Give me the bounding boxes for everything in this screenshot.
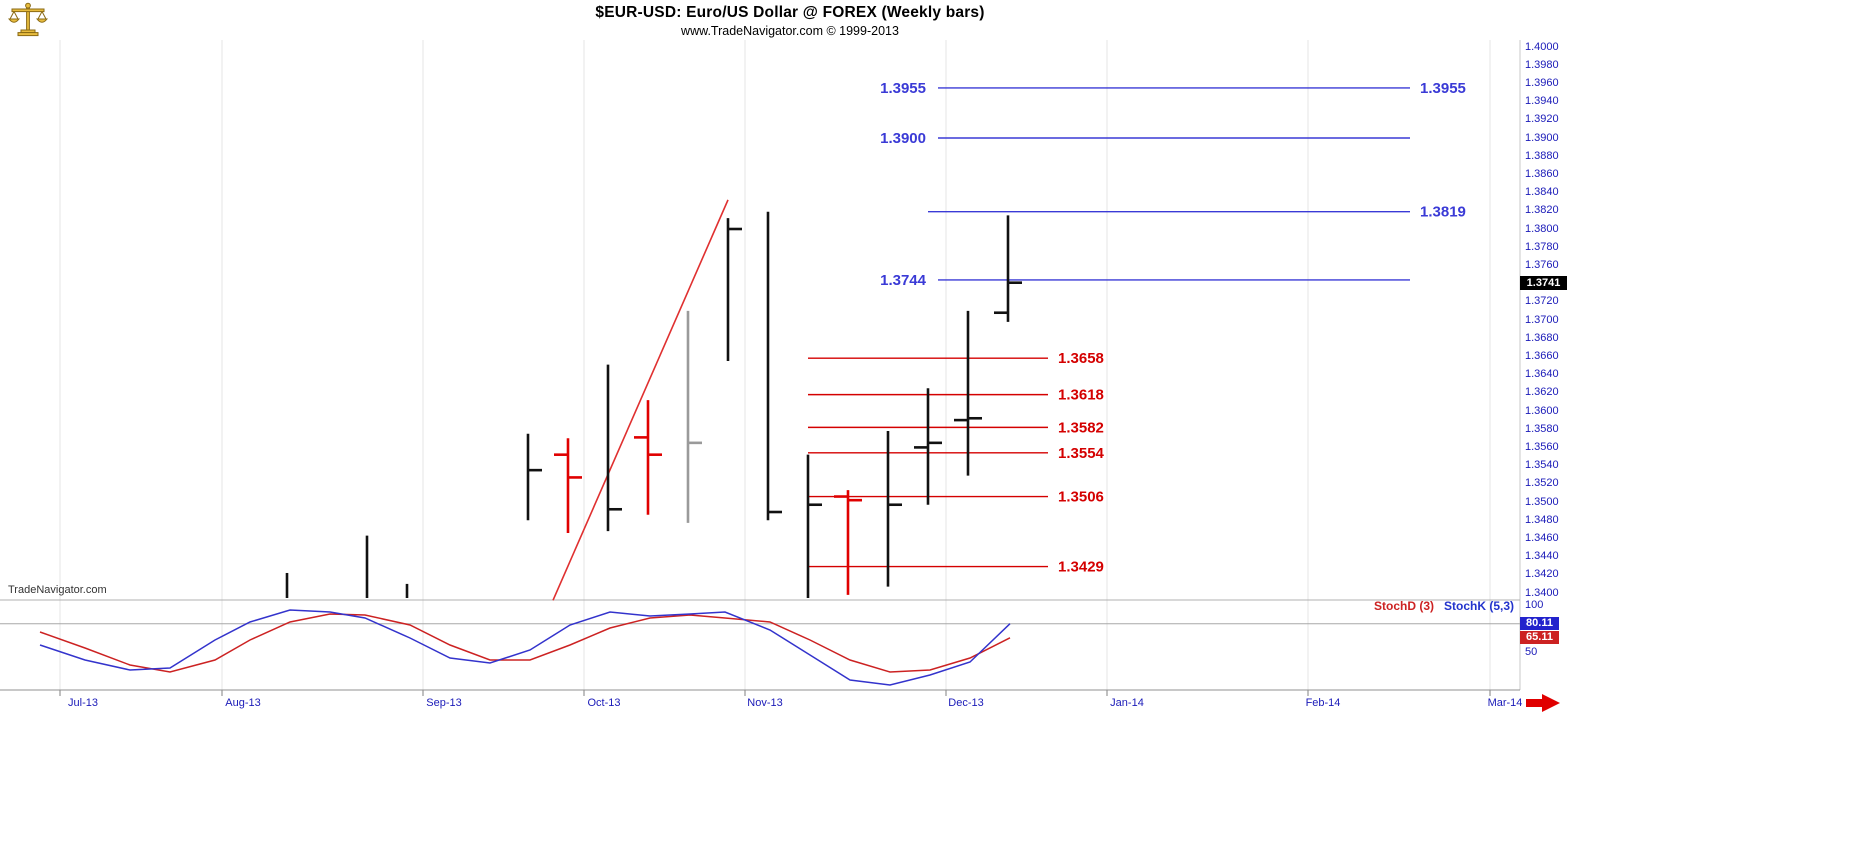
price-axis-label: 1.3920 [1525,113,1559,126]
scroll-right-arrow-icon[interactable] [1526,694,1560,712]
month-label: Jul-13 [68,697,98,709]
price-axis-label: 1.3820 [1525,204,1559,217]
price-axis-label: 1.3940 [1525,95,1559,108]
price-axis-label: 1.3960 [1525,76,1559,89]
stoch-k-line [39,609,1011,686]
stoch-d-value-badge: 65.11 [1520,631,1559,645]
price-axis-label: 1.3720 [1525,295,1559,308]
price-axis-label: 1.3400 [1525,586,1559,599]
price-axis-label: 1.3760 [1525,258,1559,271]
price-axis-label: 1.3980 [1525,58,1559,71]
stoch-axis-50: 50 [1525,645,1538,658]
price-axis: 1.4000 1.3980 1.3960 1.3940 1.3920 1.3900 1.38… [1520,0,1590,854]
stoch-legend: StochD (3) StochK (5,3) [1200,599,1514,613]
price-axis-label: 1.3700 [1525,313,1559,326]
price-axis-label: 1.4000 [1525,40,1559,53]
support-line-label: 1.3506 [1058,489,1104,506]
price-axis-label: 1.3540 [1525,459,1559,472]
resistance-line-label: 1.3744 [880,272,927,289]
resistance-line-label: 1.3900 [880,130,926,147]
resistance-line-label: 1.3819 [1420,204,1466,221]
stoch-d-legend[interactable]: StochD (3) [1373,599,1434,613]
stoch-d-line [39,613,1011,673]
price-axis-label: 1.3800 [1525,222,1559,235]
watermark: TradeNavigator.com [8,584,107,596]
stoch-k-legend[interactable]: StochK (5,3) [1443,599,1514,613]
trend-line[interactable] [552,199,729,601]
month-label: Oct-13 [587,697,621,709]
stoch-axis-100: 100 [1525,598,1544,611]
month-label: Feb-14 [1305,697,1341,709]
price-axis-label: 1.3860 [1525,167,1559,180]
price-axis-label: 1.3500 [1525,495,1559,508]
price-axis-label: 1.3520 [1525,477,1559,490]
price-axis-label: 1.3680 [1525,331,1559,344]
price-axis-label: 1.3460 [1525,531,1559,544]
trade-navigator-logo-icon [8,2,48,37]
price-axis-label: 1.3580 [1525,422,1559,435]
month-label: Dec-13 [948,697,984,709]
month-label: Sep-13 [426,697,462,709]
price-bars [285,211,1022,598]
support-line-label: 1.3618 [1058,387,1104,404]
price-axis-label: 1.3420 [1525,568,1559,581]
support-line-label: 1.3429 [1058,559,1104,576]
month-label: Jan-14 [1110,697,1144,709]
support-line-label: 1.3554 [1058,445,1105,462]
month-label: Mar-14 [1487,697,1523,709]
month-label: Nov-13 [747,697,783,709]
price-axis-label: 1.3780 [1525,240,1559,253]
price-axis-label: 1.3600 [1525,404,1559,417]
price-axis-label: 1.3840 [1525,186,1559,199]
resistance-line-label: 1.3955 [1420,80,1466,97]
price-axis-label: 1.3880 [1525,149,1559,162]
current-price-badge: 1.3741 [1520,275,1567,290]
price-axis-label: 1.3620 [1525,386,1559,399]
month-label: Aug-13 [225,697,261,709]
price-axis-label: 1.3900 [1525,131,1559,144]
time-axis: Jul-13 Aug-13 Sep-13 Oct-13 Nov-13 Dec-13 Jan-… [0,697,1580,713]
price-axis-label: 1.3660 [1525,349,1559,362]
resistance-line-label: 1.3955 [880,80,926,97]
price-axis-label: 1.3560 [1525,440,1559,453]
support-line-label: 1.3582 [1058,419,1104,436]
price-axis-label: 1.3480 [1525,513,1559,526]
stoch-k-value-badge: 80.11 [1520,617,1559,631]
price-axis-label: 1.3640 [1525,368,1559,381]
support-line-label: 1.3658 [1058,350,1104,367]
price-axis-label: 1.3440 [1525,550,1559,563]
